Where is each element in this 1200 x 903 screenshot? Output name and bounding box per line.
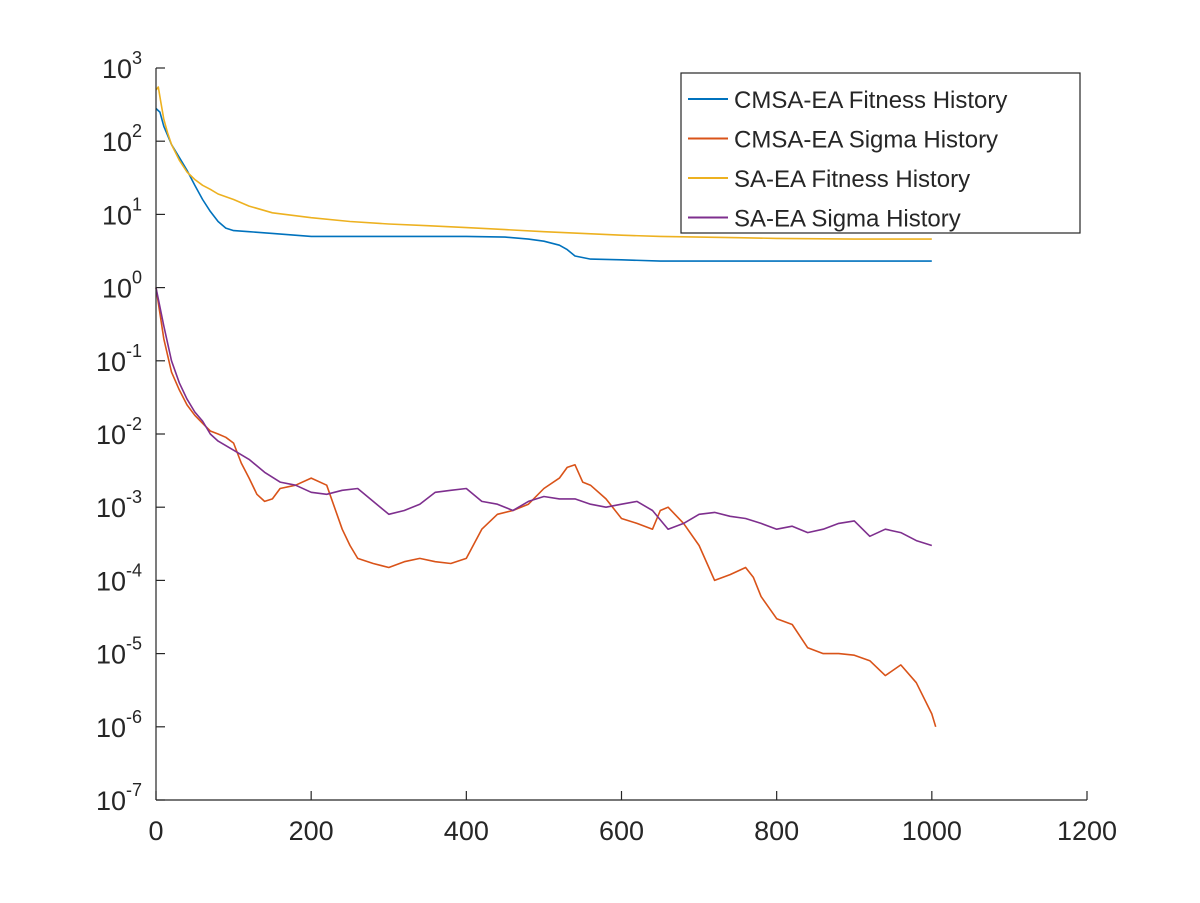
x-tick-label: 600 xyxy=(599,816,644,846)
axes-layer: 0 200 400 600 800 1000 1200 10-7 10-6 10-5 10-4 10-… xyxy=(96,48,1117,846)
series-line-4 xyxy=(155,287,933,547)
x-tick-label: 200 xyxy=(289,816,334,846)
legend-box xyxy=(680,72,1081,234)
y-tick-label: 10-6 xyxy=(96,707,142,743)
series-layer xyxy=(155,86,937,728)
legend-label: SA-EA Sigma History xyxy=(734,206,961,233)
y-tick-label: 100 xyxy=(102,268,142,304)
y-tick-label: 10-4 xyxy=(96,560,142,596)
y-tick-label: 103 xyxy=(102,48,142,84)
y-tick-label: 10-2 xyxy=(96,414,142,450)
legend-label: CMSA-EA Fitness History xyxy=(734,87,1007,114)
series-line-2 xyxy=(155,287,937,728)
x-tick-label: 1000 xyxy=(902,816,962,846)
x-tick-label: 0 xyxy=(148,816,163,846)
x-tick-label: 400 xyxy=(444,816,489,846)
y-tick-label: 10-5 xyxy=(96,634,142,670)
legend-label: SA-EA Fitness History xyxy=(734,166,970,193)
legend-label: CMSA-EA Sigma History xyxy=(734,127,998,154)
y-tick-label: 10-3 xyxy=(96,487,142,523)
series-line-3 xyxy=(155,86,932,240)
y-tick-label: 10-1 xyxy=(96,341,142,377)
y-tick-label: 101 xyxy=(102,194,142,230)
legend: CMSA-EA Fitness History CMSA-EA Sigma His… xyxy=(680,72,1081,234)
x-tick-label: 800 xyxy=(754,816,799,846)
y-tick-label: 10-7 xyxy=(96,780,142,816)
y-tick-label: 102 xyxy=(102,121,142,157)
x-tick-label: 1200 xyxy=(1057,816,1117,846)
